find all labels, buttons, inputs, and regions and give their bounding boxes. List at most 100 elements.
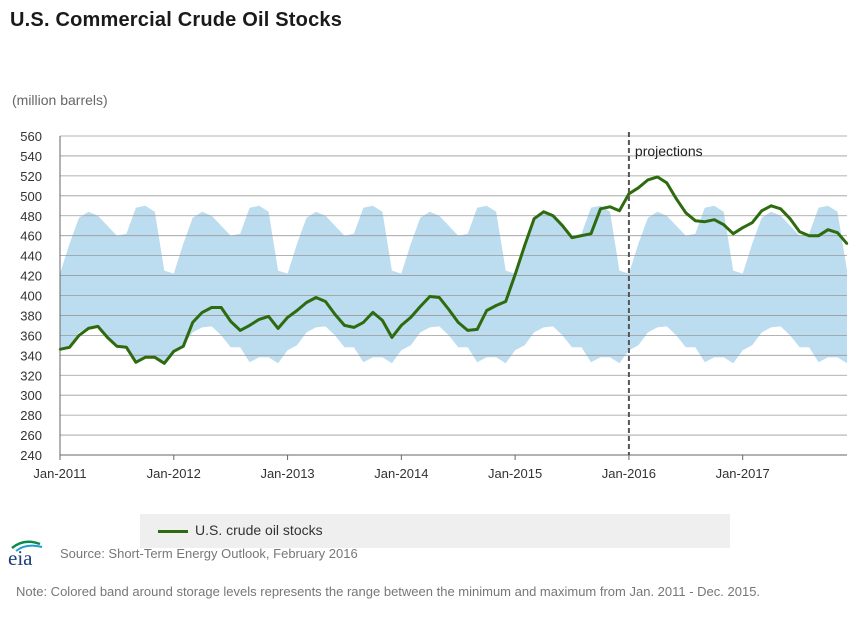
data-point [248, 324, 251, 327]
data-point [134, 361, 138, 364]
data-point [239, 329, 242, 332]
series-line-layer [58, 175, 849, 365]
range-band-layer [60, 205, 847, 364]
x-tick-label: Jan-2013 [260, 466, 314, 481]
legend-swatch [158, 530, 188, 533]
data-point [637, 186, 640, 189]
data-point [713, 218, 716, 221]
data-point [599, 207, 602, 210]
range-band [60, 205, 847, 364]
data-point [476, 328, 479, 331]
data-point [419, 305, 422, 308]
eia-logo-text: eia [8, 546, 33, 568]
data-point [286, 316, 289, 319]
y-tick-label: 340 [20, 348, 42, 363]
data-point [769, 204, 773, 207]
data-point [523, 244, 526, 247]
data-point [675, 197, 678, 200]
y-tick-label: 540 [20, 149, 42, 164]
y-tick-label: 420 [20, 269, 42, 284]
x-tick-label: Jan-2015 [488, 466, 542, 481]
data-point [722, 223, 725, 226]
data-point [485, 309, 488, 312]
data-point [305, 301, 308, 304]
x-tick-label: Jan-2011 [33, 466, 86, 481]
x-tick-label: Jan-2012 [147, 466, 201, 481]
data-point [646, 178, 650, 182]
data-point [438, 296, 441, 299]
data-point [751, 221, 754, 224]
data-point [324, 300, 327, 303]
eia-logo: eia [8, 540, 43, 568]
x-tick-label: Jan-2014 [374, 466, 428, 481]
data-point [77, 334, 81, 337]
series-line-us-crude-oil-stocks [59, 175, 849, 365]
data-point [428, 295, 431, 298]
data-point [314, 296, 318, 299]
data-point [608, 205, 612, 208]
data-point [210, 306, 213, 309]
projection-label: projections [635, 143, 703, 159]
y-tick-label: 440 [20, 249, 42, 264]
data-point [760, 209, 763, 212]
data-point [220, 306, 223, 309]
data-point [229, 320, 232, 323]
axes: 240 260 280 300 320 340 360 380 400 420 440 460 480 5… [20, 129, 847, 481]
y-tick-label: 380 [20, 308, 42, 323]
data-point [703, 220, 706, 223]
y-tick-label: 460 [20, 229, 42, 244]
y-tick-label: 400 [20, 289, 42, 304]
data-point [618, 209, 621, 212]
y-axis-unit-label: (million barrels) [12, 92, 108, 108]
data-point [570, 236, 574, 239]
data-point [400, 324, 403, 327]
data-point [276, 327, 280, 330]
data-point [656, 175, 659, 179]
data-point [257, 318, 261, 321]
data-point [826, 228, 830, 231]
data-point [561, 224, 564, 227]
data-point [665, 181, 668, 185]
gridlines [60, 135, 847, 456]
y-tick-label: 280 [20, 408, 42, 423]
data-point [589, 232, 593, 235]
data-point [551, 214, 555, 217]
data-point [788, 217, 792, 220]
data-point [732, 232, 735, 235]
data-point [371, 311, 375, 314]
data-point [836, 231, 839, 234]
y-tick-label: 500 [20, 189, 42, 204]
y-tick-label: 300 [20, 388, 42, 403]
y-tick-label: 320 [20, 368, 42, 383]
data-point [87, 327, 90, 330]
data-point [779, 207, 782, 210]
data-point [390, 336, 394, 339]
data-point [125, 346, 128, 349]
data-point [694, 219, 697, 222]
data-point [267, 315, 270, 318]
data-point [532, 217, 536, 220]
data-point [817, 234, 820, 237]
y-tick-label: 260 [20, 428, 42, 443]
data-point [798, 230, 801, 233]
data-point [466, 329, 469, 332]
data-point [201, 311, 204, 314]
data-point [106, 336, 109, 339]
data-point [684, 211, 687, 214]
data-point [172, 350, 175, 353]
data-point [741, 226, 744, 229]
data-point [807, 234, 811, 237]
x-tick-label: Jan-2017 [716, 466, 770, 481]
data-point [542, 210, 545, 213]
data-point [495, 304, 498, 307]
data-point [343, 324, 346, 327]
source-text: Source: Short-Term Energy Outlook, Febru… [60, 546, 358, 561]
data-point [409, 316, 412, 319]
data-point [381, 319, 384, 322]
data-point [580, 234, 583, 237]
data-point [115, 345, 119, 348]
data-point [447, 308, 450, 311]
data-point [58, 348, 62, 351]
data-point [68, 346, 71, 349]
annotations: projections [627, 132, 703, 455]
